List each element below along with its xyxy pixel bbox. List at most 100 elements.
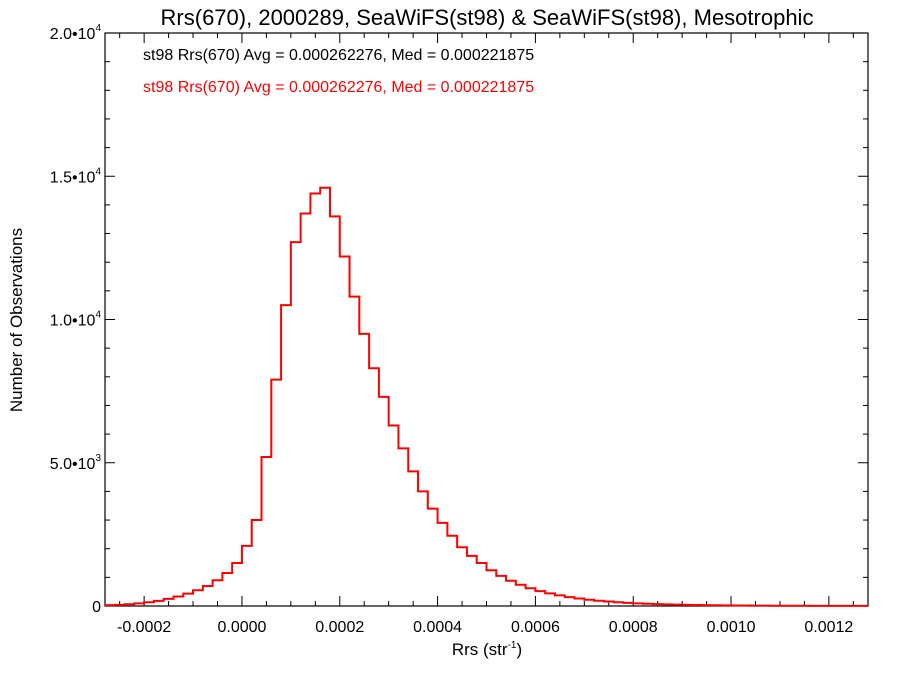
histogram-bin xyxy=(183,594,193,606)
histogram-bin xyxy=(310,193,320,606)
histogram-bin xyxy=(262,457,272,606)
y-tick-label: 2.0•104 xyxy=(50,23,102,43)
histogram-bin xyxy=(711,605,721,606)
histogram-bin xyxy=(154,601,164,606)
histogram-bin xyxy=(447,536,457,606)
plot-frame xyxy=(104,32,869,607)
histogram-bin xyxy=(496,576,506,606)
histogram-bin xyxy=(301,213,311,606)
histogram-bin xyxy=(545,593,555,606)
histogram-bin xyxy=(134,603,144,606)
histogram-bin xyxy=(389,426,399,606)
histogram-bin xyxy=(584,600,594,606)
annotation-black: st98 Rrs(670) Avg = 0.000262276, Med = 0… xyxy=(143,47,534,64)
histogram-bin xyxy=(487,570,497,606)
histogram-bin xyxy=(438,523,448,606)
histogram-bin xyxy=(565,597,575,606)
y-tick-mantissa: 1.5•10 xyxy=(50,169,96,186)
x-tick-label: 0.0000 xyxy=(217,619,266,636)
histogram-bin xyxy=(535,591,545,606)
histogram-bin xyxy=(672,605,682,606)
histogram-bin xyxy=(614,602,624,606)
histogram-bin xyxy=(467,556,477,606)
histogram-bin xyxy=(350,297,360,606)
y-tick-exponent: 4 xyxy=(95,310,101,321)
series-layer xyxy=(105,186,868,607)
histogram-bin xyxy=(281,305,291,606)
y-tick-label: 5.0•103 xyxy=(50,453,102,473)
histogram-bin xyxy=(369,368,379,606)
x-tick-label: 0.0004 xyxy=(413,619,462,636)
y-tick-mantissa: 5.0•10 xyxy=(50,456,96,473)
histogram-bin xyxy=(359,334,369,606)
histogram-bin xyxy=(173,597,183,606)
histogram-bin xyxy=(418,491,428,606)
x-tick-label: 0.0006 xyxy=(511,619,560,636)
histogram-bin xyxy=(731,605,741,606)
histogram-bin xyxy=(457,547,467,606)
y-tick-label: 0 xyxy=(92,599,101,616)
y-axis-label: Number of Observations xyxy=(7,228,26,412)
histogram-bin xyxy=(213,580,223,606)
x-tick-label: 0.0012 xyxy=(804,619,853,636)
histogram-bin xyxy=(193,590,203,606)
histogram-bin xyxy=(643,604,653,606)
histogram-bin xyxy=(633,603,643,606)
x-axis-ticks: -0.0002 0.0000 0.0002 0.0004 0.0006 0.0008 0.0… xyxy=(117,33,854,636)
histogram-bin xyxy=(232,563,242,606)
histogram-bin xyxy=(271,380,281,606)
histogram-bin xyxy=(526,588,536,606)
histogram-bin xyxy=(340,256,350,606)
histogram-bin xyxy=(144,602,154,606)
x-axis-label-text: Rrs (str xyxy=(452,640,508,659)
y-tick-label: 1.0•104 xyxy=(50,310,102,330)
histogram-bin xyxy=(105,605,115,606)
histogram-bin xyxy=(477,563,487,606)
y-tick-exponent: 4 xyxy=(95,23,101,34)
histogram-bin xyxy=(222,573,232,606)
histogram-bin xyxy=(330,216,340,606)
histogram-outline xyxy=(105,186,868,607)
y-tick-mantissa: 2.0•10 xyxy=(50,26,96,43)
histogram-bin xyxy=(379,397,389,606)
histogram-bin xyxy=(398,448,408,606)
histogram-bin xyxy=(702,605,712,606)
y-tick-label: 1.5•104 xyxy=(50,166,102,186)
histogram-bin xyxy=(555,595,565,606)
y-tick-exponent: 3 xyxy=(95,453,101,464)
histogram-bin xyxy=(721,605,731,606)
histogram-bin xyxy=(575,599,585,606)
histogram-bin xyxy=(653,604,663,606)
histogram-bin xyxy=(604,602,614,606)
histogram-bin xyxy=(623,603,633,606)
histogram-bin xyxy=(663,604,673,606)
histogram-bin xyxy=(408,471,418,606)
y-tick-mantissa: 1.0•10 xyxy=(50,313,96,330)
y-tick-exponent: 4 xyxy=(95,166,101,177)
histogram-bin xyxy=(594,601,604,606)
x-tick-label: 0.0010 xyxy=(707,619,756,636)
histogram-bin xyxy=(115,605,125,606)
histogram-bin xyxy=(506,581,516,606)
x-tick-label: -0.0002 xyxy=(117,619,171,636)
histogram-bin xyxy=(291,242,301,606)
histogram-bin xyxy=(242,546,252,606)
x-axis-label: Rrs (str-1) xyxy=(452,640,522,659)
histogram-bin xyxy=(164,599,174,606)
histogram-bin xyxy=(320,188,330,606)
x-tick-label: 0.0008 xyxy=(609,619,658,636)
x-axis-label-superscript: -1 xyxy=(508,640,517,651)
histogram-bin xyxy=(682,605,692,606)
histogram-bin xyxy=(428,509,438,606)
x-axis-label-close: ) xyxy=(516,640,522,659)
plot-border xyxy=(104,32,869,607)
annotations: st98 Rrs(670) Avg = 0.000262276, Med = 0… xyxy=(143,47,534,96)
histogram-bin xyxy=(203,586,213,606)
histogram-bin xyxy=(252,520,262,606)
chart-title: Rrs(670), 2000289, SeaWiFS(st98) & SeaWi… xyxy=(161,5,814,30)
histogram-bin xyxy=(692,605,702,606)
x-tick-label: 0.0002 xyxy=(315,619,364,636)
y-tick-mantissa: 0 xyxy=(92,599,101,616)
